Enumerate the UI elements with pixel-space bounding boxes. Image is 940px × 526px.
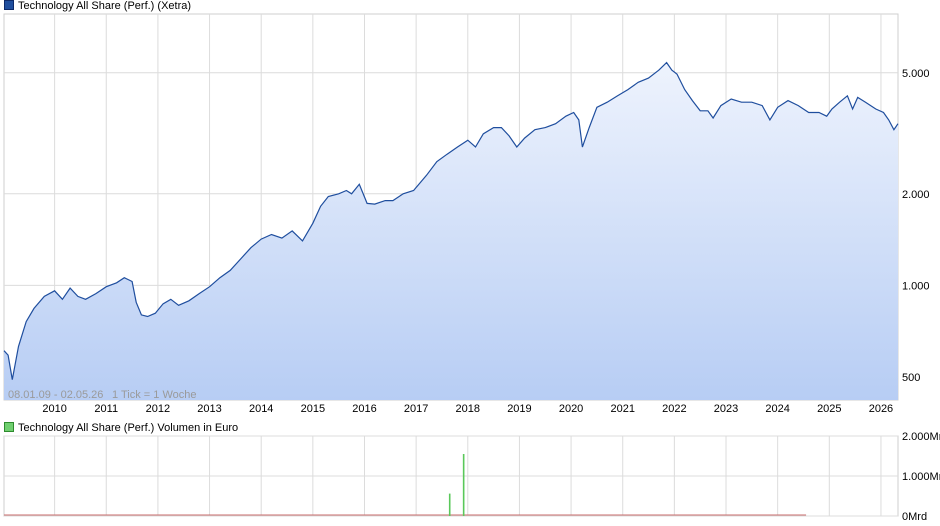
volume-panel: 0Mrd 1.000Mrd 2.000Mrd <box>3 431 940 523</box>
x-tick-label: 2022 <box>662 403 686 415</box>
x-tick-label: 2016 <box>352 403 376 415</box>
volume-y-tick-label: 2.000Mrd <box>902 431 940 443</box>
volume-y-tick-label: 1.000Mrd <box>902 471 940 483</box>
price-y-tick-label: 5.000 <box>902 68 930 80</box>
x-tick-label: 2021 <box>610 403 634 415</box>
price-legend-swatch <box>4 0 14 10</box>
x-tick-label: 2017 <box>404 403 428 415</box>
volume-legend: Technology All Share (Perf.) Volumen in … <box>4 422 238 435</box>
volume-bar <box>462 454 465 516</box>
price-series-line <box>3 61 899 380</box>
price-y-tick-label: 1.000 <box>902 280 930 292</box>
x-tick-label: 2014 <box>249 403 273 415</box>
volume-bar <box>448 493 451 516</box>
price-legend-label: Technology All Share (Perf.) (Xetra) <box>18 0 192 12</box>
volume-legend-swatch <box>4 422 14 432</box>
price-y-tick-label: 2.000 <box>902 189 930 201</box>
x-tick-label: 2023 <box>714 403 738 415</box>
price-panel: 2010 2011 2012 2013 2014 2015 2016 2017 2018 2019… <box>3 13 930 415</box>
tick-interval-label: 1 Tick = 1 Woche <box>112 389 196 401</box>
volume-y-tick-label: 0Mrd <box>902 511 927 523</box>
x-tick-label: 2019 <box>507 403 531 415</box>
x-tick-label: 2015 <box>301 403 325 415</box>
price-y-tick-label: 500 <box>902 372 920 384</box>
x-tick-label: 2010 <box>42 403 66 415</box>
price-legend: Technology All Share (Perf.) (Xetra) <box>4 0 191 13</box>
x-tick-label: 2012 <box>146 403 170 415</box>
price-area-fill <box>4 62 898 400</box>
x-tick-label: 2018 <box>456 403 480 415</box>
date-range-label: 08.01.09 - 02.05.26 <box>8 389 103 401</box>
x-tick-label: 2011 <box>94 403 118 415</box>
x-tick-label: 2013 <box>197 403 221 415</box>
x-tick-label: 2024 <box>765 403 789 415</box>
x-tick-label: 2020 <box>559 403 583 415</box>
x-tick-label: 2025 <box>817 403 841 415</box>
volume-legend-label: Technology All Share (Perf.) Volumen in … <box>18 422 239 434</box>
x-tick-label: 2026 <box>869 403 893 415</box>
